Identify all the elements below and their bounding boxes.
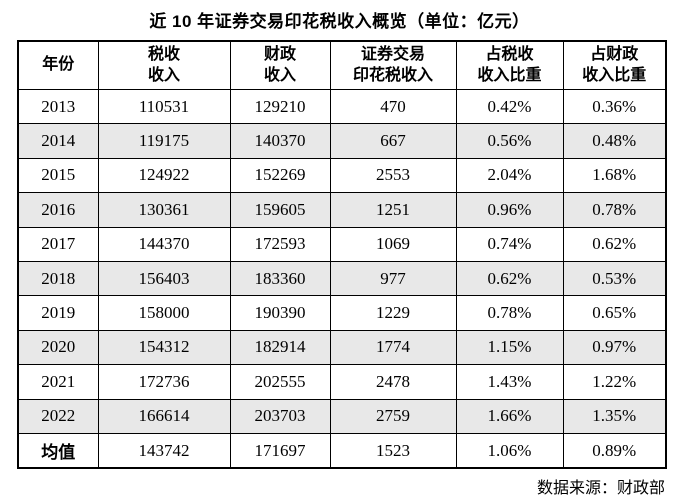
data-source-note: 数据来源：财政部	[536, 480, 665, 497]
tax-revenue-cell: 144370	[97, 226, 231, 262]
pct-of-fiscal-cell: 0.62%	[562, 226, 667, 262]
stamp-tax-revenue-cell: 1523	[329, 432, 457, 469]
stamp-tax-revenue-cell: 977	[329, 260, 457, 297]
table-row-2019: 2019 158000 190390 1229 0.78% 0.65%	[17, 295, 667, 331]
tax-revenue-cell: 156403	[97, 260, 231, 297]
tax-revenue-cell: 130361	[97, 192, 231, 228]
stamp-tax-revenue-cell: 2759	[329, 398, 457, 434]
fiscal-revenue-cell: 190390	[229, 295, 331, 331]
tax-revenue-column-header: 税收 收入	[97, 40, 231, 90]
pct-of-fiscal-cell: 0.78%	[562, 192, 667, 228]
table-row-2022: 2022 166614 203703 2759 1.66% 1.35%	[17, 398, 667, 434]
table-row-2015: 2015 124922 152269 2553 2.04% 1.68%	[17, 157, 667, 194]
year-cell: 2017	[17, 226, 99, 262]
stamp-tax-revenue-cell: 667	[329, 123, 457, 159]
pct-of-tax-column-header: 占税收 收入比重	[455, 40, 564, 90]
average-label-cell: 均值	[17, 432, 99, 469]
year-cell: 2013	[17, 88, 99, 125]
fiscal-revenue-cell: 140370	[229, 123, 331, 159]
tax-revenue-cell: 166614	[97, 398, 231, 434]
pct-of-tax-cell: 1.66%	[455, 398, 564, 434]
stamp-tax-revenue-cell: 1069	[329, 226, 457, 262]
stamp-tax-revenue-cell: 470	[329, 88, 457, 125]
fiscal-revenue-cell: 183360	[229, 260, 331, 297]
stamp-tax-overview-table: 年份 税收 收入 财政 收入 证券交易 印花税收入 占税收 收入比重 占财政 收…	[17, 40, 667, 470]
pct-of-fiscal-cell: 1.68%	[562, 157, 667, 194]
year-cell: 2020	[17, 329, 99, 366]
pct-of-tax-cell: 0.74%	[455, 226, 564, 262]
tax-revenue-cell: 172736	[97, 364, 231, 400]
tax-revenue-cell: 143742	[97, 432, 231, 469]
pct-of-tax-cell: 0.42%	[455, 88, 564, 125]
table-header: 年份 税收 收入 财政 收入 证券交易 印花税收入 占税收 收入比重 占财政 收…	[17, 40, 667, 90]
tax-revenue-cell: 124922	[97, 157, 231, 194]
tax-revenue-cell: 119175	[97, 123, 231, 159]
table-row-2017: 2017 144370 172593 1069 0.74% 0.62%	[17, 226, 667, 262]
pct-of-tax-cell: 1.06%	[455, 432, 564, 469]
tax-revenue-cell: 154312	[97, 329, 231, 366]
table-row-2018: 2018 156403 183360 977 0.62% 0.53%	[17, 260, 667, 297]
stamp-tax-revenue-cell: 1229	[329, 295, 457, 331]
year-cell: 2016	[17, 192, 99, 228]
pct-of-tax-cell: 1.43%	[455, 364, 564, 400]
pct-of-fiscal-cell: 0.36%	[562, 88, 667, 125]
stamp-tax-revenue-cell: 2553	[329, 157, 457, 194]
page-title: 近 10 年证券交易印花税收入概览（单位：亿元）	[149, 12, 530, 31]
header-row: 年份 税收 收入 财政 收入 证券交易 印花税收入 占税收 收入比重 占财政 收…	[17, 40, 667, 90]
fiscal-revenue-cell: 159605	[229, 192, 331, 228]
year-cell: 2021	[17, 364, 99, 400]
pct-of-fiscal-cell: 0.97%	[562, 329, 667, 366]
tax-revenue-cell: 110531	[97, 88, 231, 125]
fiscal-revenue-cell: 172593	[229, 226, 331, 262]
table-row-average: 均值 143742 171697 1523 1.06% 0.89%	[17, 432, 667, 469]
pct-of-tax-cell: 0.96%	[455, 192, 564, 228]
table-row-2016: 2016 130361 159605 1251 0.96% 0.78%	[17, 192, 667, 228]
pct-of-fiscal-cell: 0.65%	[562, 295, 667, 331]
fiscal-revenue-cell: 182914	[229, 329, 331, 366]
pct-of-fiscal-cell: 0.89%	[562, 432, 667, 469]
table-row-2014: 2014 119175 140370 667 0.56% 0.48%	[17, 123, 667, 159]
pct-of-fiscal-cell: 1.35%	[562, 398, 667, 434]
year-cell: 2018	[17, 260, 99, 297]
stamp-tax-revenue-cell: 2478	[329, 364, 457, 400]
pct-of-fiscal-cell: 0.53%	[562, 260, 667, 297]
stamp-tax-revenue-cell: 1774	[329, 329, 457, 366]
year-cell: 2019	[17, 295, 99, 331]
stamp-tax-revenue-column-header: 证券交易 印花税收入	[329, 40, 457, 90]
pct-of-tax-cell: 2.04%	[455, 157, 564, 194]
fiscal-revenue-cell: 129210	[229, 88, 331, 125]
pct-of-tax-cell: 0.78%	[455, 295, 564, 331]
pct-of-tax-cell: 1.15%	[455, 329, 564, 366]
year-cell: 2022	[17, 398, 99, 434]
table-row-2013: 2013 110531 129210 470 0.42% 0.36%	[17, 88, 667, 125]
pct-of-fiscal-column-header: 占财政 收入比重	[562, 40, 667, 90]
year-cell: 2014	[17, 123, 99, 159]
fiscal-revenue-cell: 171697	[229, 432, 331, 469]
fiscal-revenue-cell: 152269	[229, 157, 331, 194]
pct-of-tax-cell: 0.56%	[455, 123, 564, 159]
fiscal-revenue-cell: 203703	[229, 398, 331, 434]
fiscal-revenue-column-header: 财政 收入	[229, 40, 331, 90]
year-column-header: 年份	[17, 40, 99, 90]
fiscal-revenue-cell: 202555	[229, 364, 331, 400]
stamp-tax-revenue-cell: 1251	[329, 192, 457, 228]
pct-of-fiscal-cell: 0.48%	[562, 123, 667, 159]
tax-revenue-cell: 158000	[97, 295, 231, 331]
pct-of-fiscal-cell: 1.22%	[562, 364, 667, 400]
year-cell: 2015	[17, 157, 99, 194]
table-row-2021: 2021 172736 202555 2478 1.43% 1.22%	[17, 364, 667, 400]
pct-of-tax-cell: 0.62%	[455, 260, 564, 297]
table-row-2020: 2020 154312 182914 1774 1.15% 0.97%	[17, 329, 667, 366]
